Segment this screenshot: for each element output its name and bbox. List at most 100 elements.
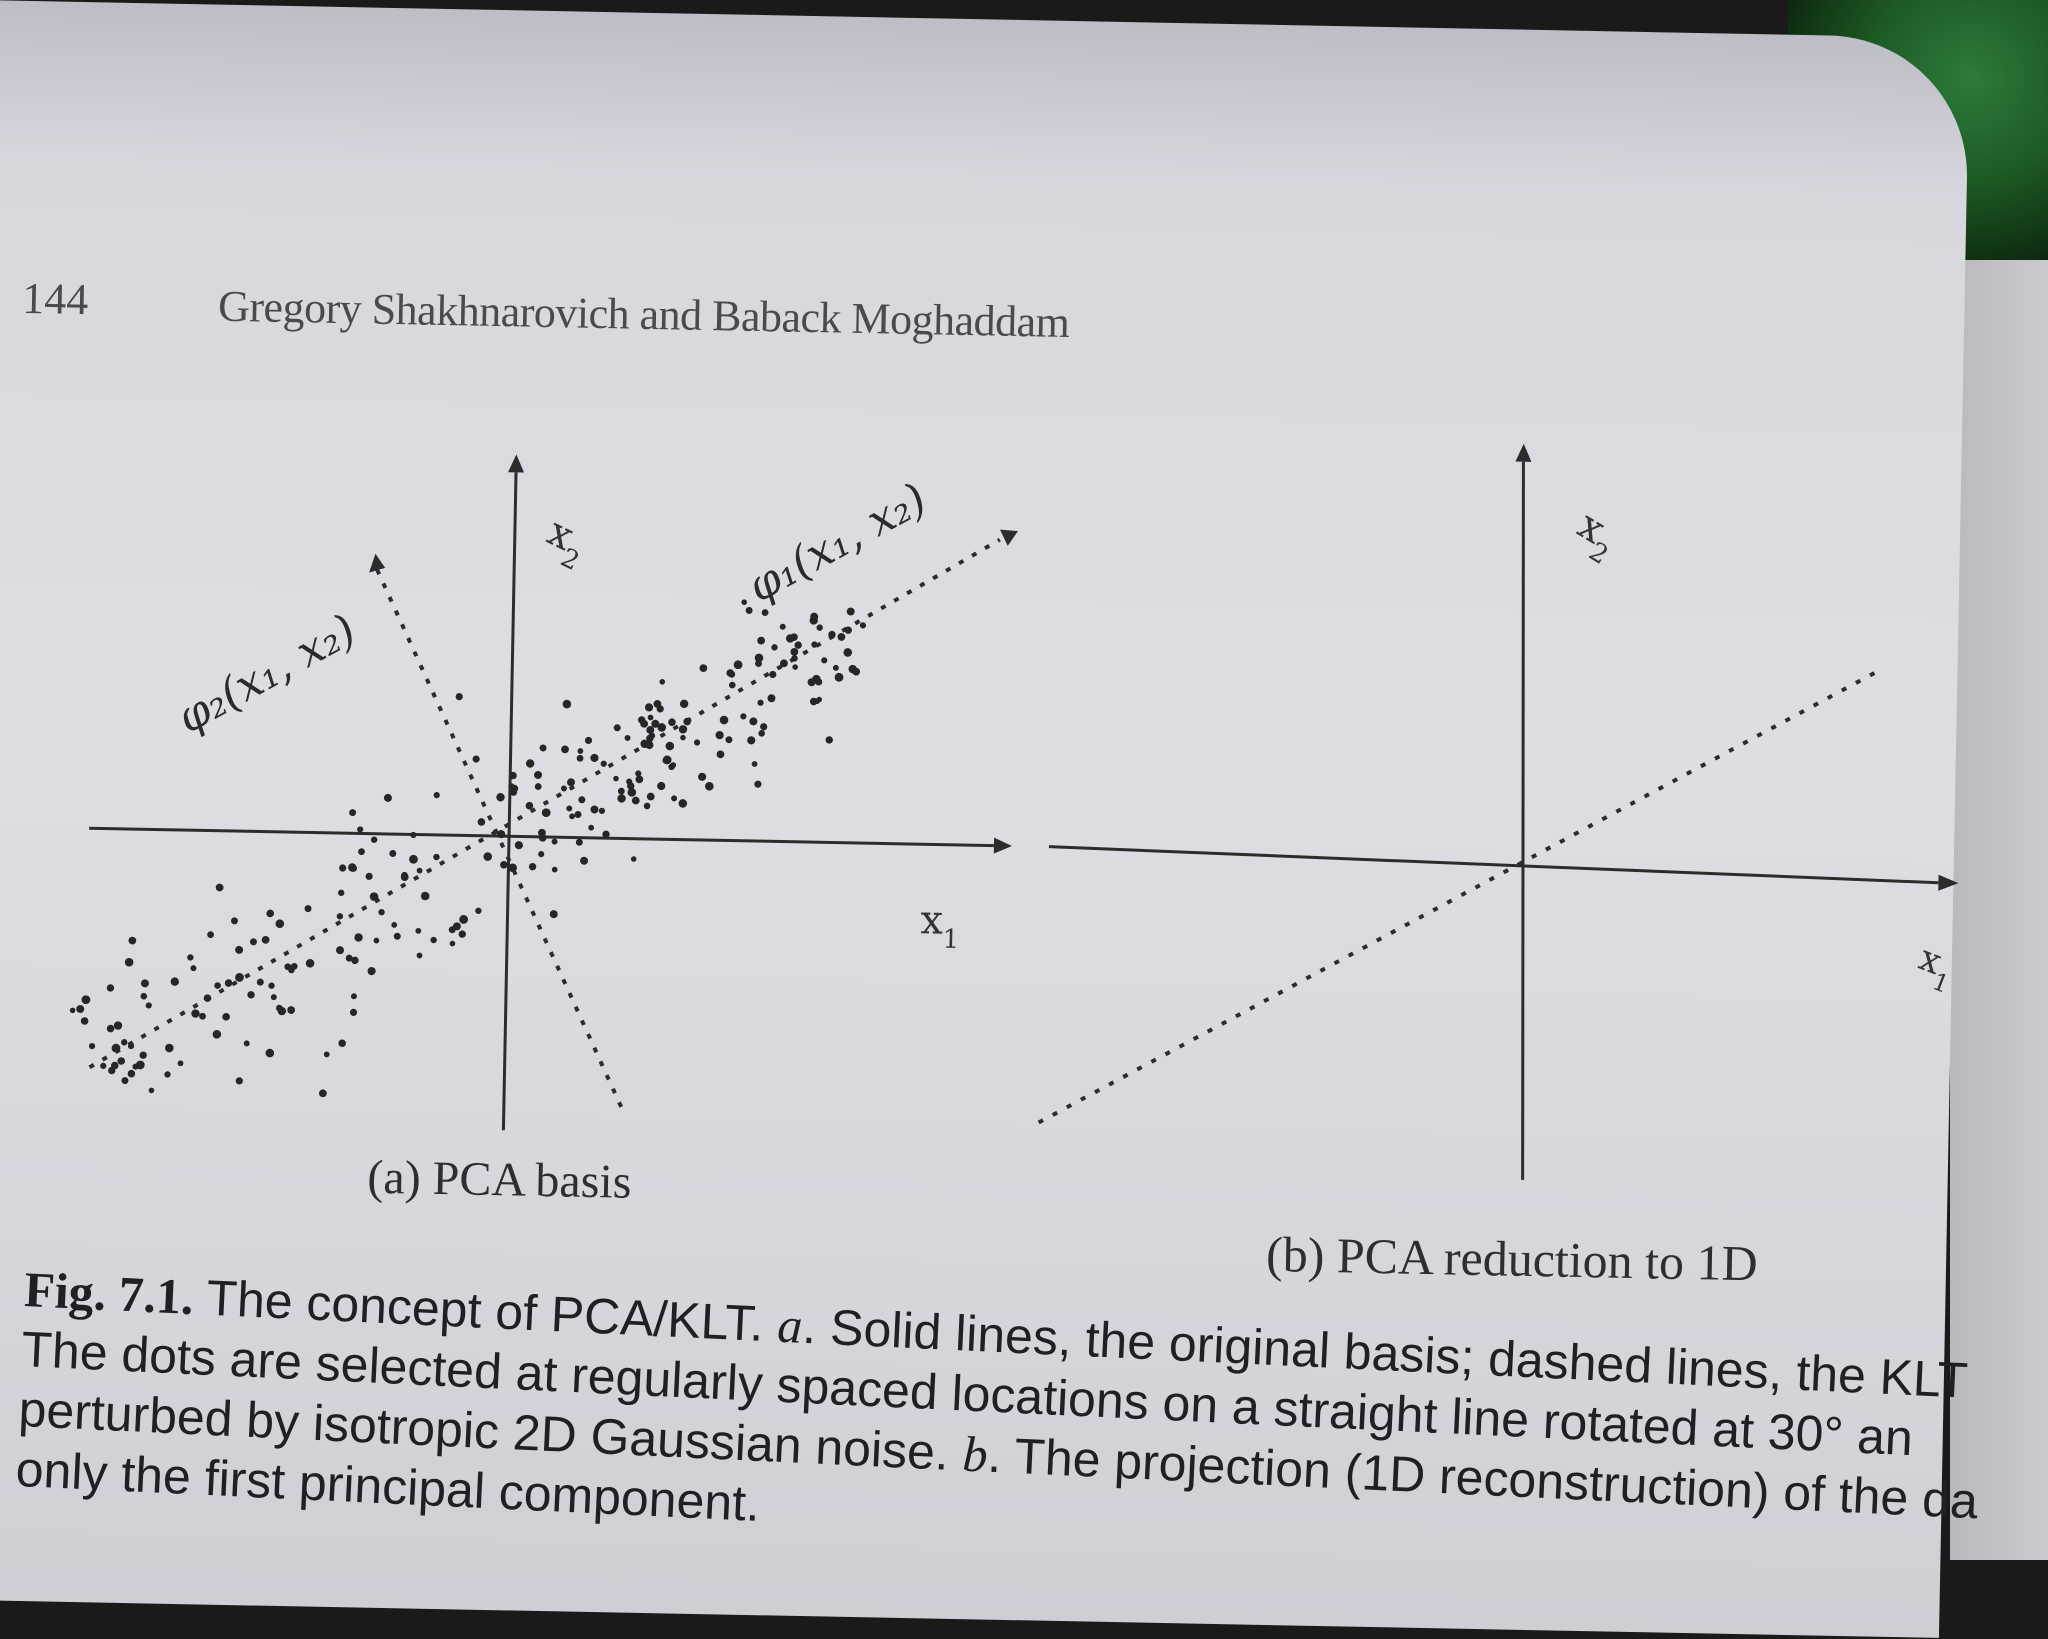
data-point — [106, 1024, 115, 1033]
data-point — [617, 794, 626, 803]
next-page-edge — [1950, 260, 2048, 1560]
data-point — [433, 792, 440, 799]
data-point — [358, 848, 365, 856]
data-point — [566, 805, 573, 812]
panel-a-pc2-axis — [375, 568, 626, 1114]
data-point — [659, 679, 666, 685]
data-point — [69, 1007, 76, 1014]
data-point — [745, 606, 753, 614]
data-point — [668, 718, 676, 727]
data-point — [538, 833, 547, 842]
panel-a-pc2-arrow — [369, 553, 386, 573]
data-point — [323, 1051, 330, 1058]
data-point — [577, 748, 584, 754]
data-point — [336, 946, 345, 955]
data-point — [640, 719, 649, 728]
data-point — [378, 908, 385, 916]
data-point — [698, 772, 707, 781]
data-point — [508, 863, 517, 873]
data-point — [809, 616, 818, 625]
data-point — [631, 796, 640, 805]
data-point — [825, 736, 833, 744]
data-point — [760, 723, 768, 731]
data-point — [754, 780, 762, 788]
data-point — [165, 1043, 174, 1053]
data-point — [679, 699, 689, 709]
data-point — [598, 807, 606, 814]
data-point — [345, 954, 353, 962]
data-point — [430, 936, 437, 944]
data-point — [715, 731, 724, 740]
data-point — [409, 854, 418, 864]
data-point — [339, 864, 347, 872]
data-point — [613, 775, 619, 782]
data-point — [338, 889, 345, 896]
data-point — [549, 910, 558, 919]
panel-a-x2-label: x2 — [535, 509, 595, 577]
data-point — [400, 873, 409, 882]
data-point — [139, 1051, 147, 1059]
data-point — [646, 792, 655, 801]
data-point — [578, 796, 586, 804]
data-point — [733, 660, 743, 670]
data-point — [627, 788, 637, 797]
data-point — [647, 714, 654, 721]
data-point — [235, 973, 244, 982]
data-point — [588, 824, 595, 831]
data-point — [266, 909, 275, 918]
panel-a-x1-label: x1 — [920, 897, 960, 955]
data-point — [477, 818, 486, 826]
data-point — [665, 741, 675, 751]
data-point — [199, 1012, 206, 1020]
data-point — [100, 1062, 107, 1069]
data-point — [496, 793, 505, 802]
data-point — [562, 699, 572, 709]
data-point — [367, 966, 376, 976]
data-point — [792, 664, 798, 670]
data-point — [235, 945, 244, 954]
data-point — [575, 838, 583, 846]
data-point — [80, 1017, 89, 1025]
data-point — [224, 979, 233, 987]
data-point — [389, 849, 397, 857]
data-point — [699, 664, 708, 673]
data-point — [624, 734, 631, 741]
panel-a-pc1-arrow — [1000, 529, 1018, 546]
data-point — [349, 864, 357, 872]
data-point — [761, 609, 769, 616]
data-point — [741, 599, 747, 605]
data-point — [369, 892, 379, 901]
data-point — [678, 725, 688, 734]
data-point — [106, 984, 115, 992]
data-point — [207, 931, 214, 939]
panel-a-pca-basis: x1 x2 φ₁(x₁, x₂) φ₂(x₁, x₂) — [69, 454, 1018, 1131]
data-point — [497, 830, 506, 839]
data-point — [214, 982, 221, 989]
data-point — [807, 678, 816, 687]
data-point — [670, 762, 677, 769]
panel-a-phi1-annotation: φ₁(x₁, x₂) — [739, 473, 935, 612]
data-point — [794, 641, 802, 649]
data-point — [651, 719, 660, 728]
data-point — [602, 830, 610, 839]
data-point — [757, 636, 766, 645]
data-point — [420, 891, 430, 901]
data-point — [525, 759, 535, 768]
data-point — [349, 1008, 358, 1016]
data-point — [132, 1063, 139, 1070]
data-point — [671, 795, 678, 802]
data-point — [584, 736, 593, 745]
data-point — [81, 995, 91, 1005]
data-point — [170, 977, 179, 986]
data-point — [336, 913, 344, 920]
data-point — [261, 935, 270, 944]
data-point — [525, 801, 534, 810]
data-point — [268, 982, 275, 989]
data-point — [728, 670, 736, 678]
data-point — [121, 1039, 128, 1046]
data-point — [630, 856, 637, 862]
data-point — [580, 856, 589, 865]
data-point — [843, 648, 853, 657]
data-point — [828, 630, 836, 639]
data-point — [791, 655, 798, 662]
